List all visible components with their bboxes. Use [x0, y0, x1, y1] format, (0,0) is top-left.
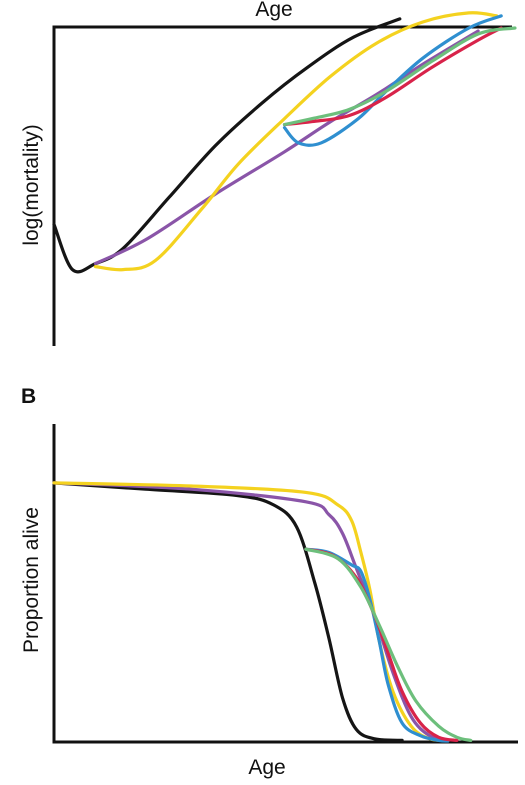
- panel-b-letter: B: [21, 385, 36, 408]
- panel-b-green-curve: [304, 547, 473, 742]
- panel-b-purple-curve: [52, 481, 450, 742]
- panel-b-x-axis-label: Age: [248, 756, 285, 779]
- panel-a-yellow-curve: [93, 11, 499, 272]
- panel-a-y-axis-label: log(mortality): [20, 124, 43, 245]
- panel-a-plot-area: [52, 11, 517, 274]
- panel-a-green-curve: [282, 26, 517, 127]
- panel-b-axes: [52, 424, 518, 744]
- panel-b-black-curve: [52, 481, 404, 742]
- panel-a-x-axis-label: Age: [255, 0, 292, 21]
- panel-a-axes: [52, 25, 512, 346]
- panel-b: B Proportion alive Age: [20, 385, 518, 779]
- panel-b-yellow-curve: [52, 481, 450, 743]
- panel-b-plot-area: [52, 481, 473, 743]
- panel-b-y-axis-label: Proportion alive: [20, 507, 43, 653]
- panel-a-red-curve: [282, 26, 503, 127]
- panel-b-blue-curve: [304, 547, 450, 743]
- panel-a: Age log(mortality): [20, 0, 517, 346]
- panel-a-black-curve: [52, 17, 402, 274]
- panel-a-purple-curve: [93, 29, 480, 266]
